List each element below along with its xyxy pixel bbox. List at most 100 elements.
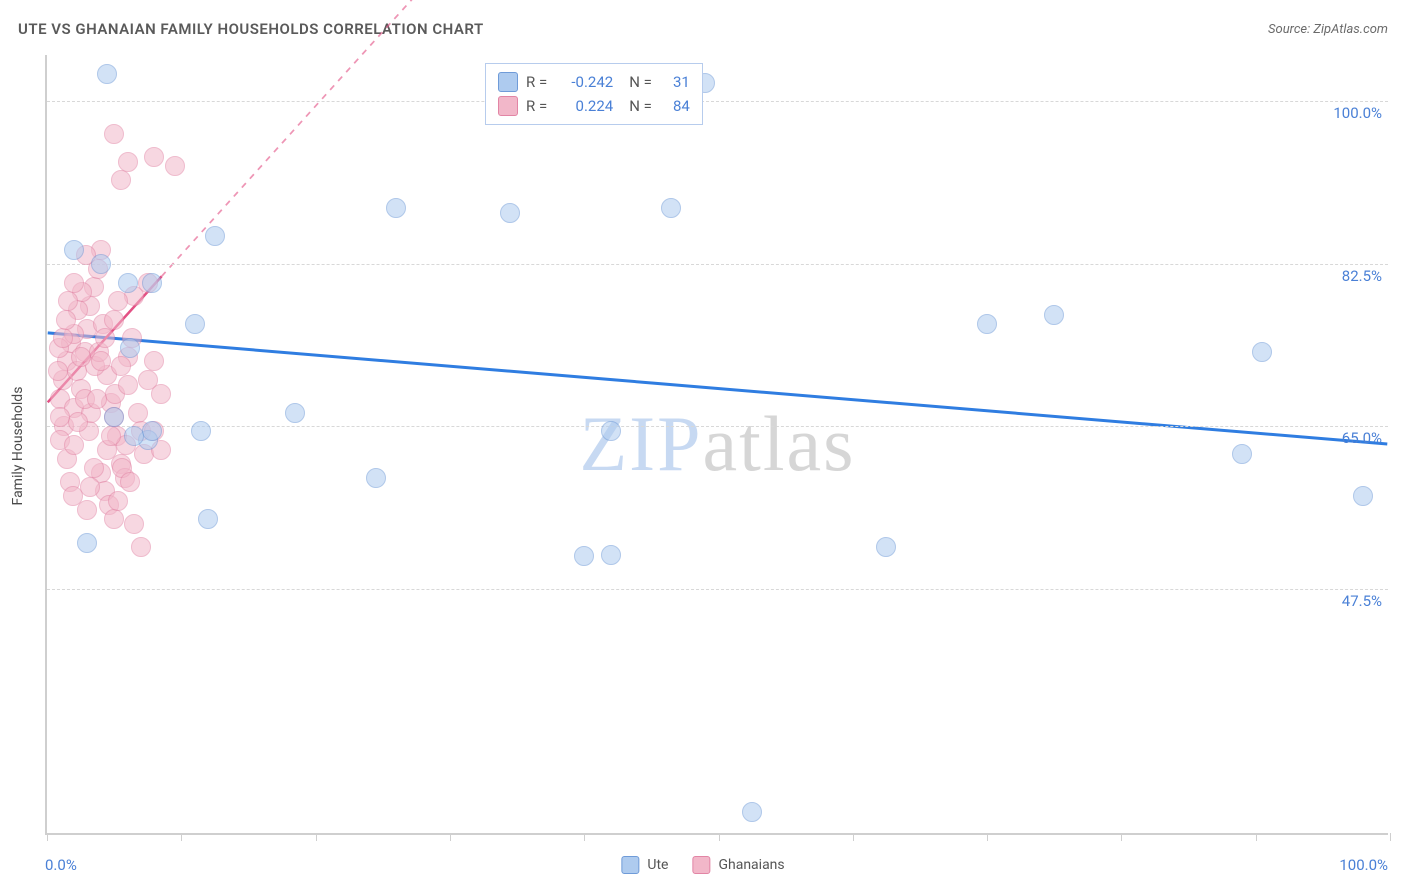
- x-tick: [181, 833, 182, 841]
- x-tick: [47, 833, 48, 841]
- source-label: Source: ZipAtlas.com: [1268, 22, 1388, 37]
- scatter-point: [165, 156, 185, 176]
- y-tick-label: 82.5%: [1342, 267, 1382, 285]
- legend-r-value: -0.242: [555, 73, 613, 91]
- scatter-point: [144, 351, 164, 371]
- scatter-point: [50, 407, 70, 427]
- scatter-point: [68, 412, 88, 432]
- x-axis-label-min: 0.0%: [45, 856, 77, 874]
- legend-n-value: 84: [660, 97, 690, 115]
- legend-item: Ghanaians: [692, 856, 784, 874]
- scatter-point: [742, 802, 762, 822]
- scatter-point: [661, 198, 681, 218]
- legend-swatch: [621, 856, 639, 874]
- x-tick: [316, 833, 317, 841]
- scatter-point: [1353, 486, 1373, 506]
- legend-r-value: 0.224: [555, 97, 613, 115]
- legend-stats: R =-0.242N =31R =0.224N =84: [485, 63, 703, 125]
- scatter-point: [191, 421, 211, 441]
- legend-swatch: [498, 72, 518, 92]
- x-tick: [987, 833, 988, 841]
- scatter-point: [118, 375, 138, 395]
- scatter-point: [111, 356, 131, 376]
- y-axis-title: Family Households: [10, 387, 26, 506]
- chart-title: UTE VS GHANAIAN FAMILY HOUSEHOLDS CORREL…: [18, 20, 484, 38]
- scatter-point: [120, 472, 140, 492]
- scatter-point: [198, 509, 218, 529]
- legend-r-label: R =: [526, 97, 547, 115]
- legend-swatch: [498, 96, 518, 116]
- legend-stats-row: R =0.224N =84: [498, 94, 690, 118]
- gridline-h: [47, 101, 1388, 102]
- scatter-point: [64, 435, 84, 455]
- scatter-point: [1232, 444, 1252, 464]
- x-tick: [450, 833, 451, 841]
- scatter-point: [118, 273, 138, 293]
- x-tick: [1121, 833, 1122, 841]
- scatter-point: [77, 500, 97, 520]
- scatter-point: [1044, 305, 1064, 325]
- scatter-point: [104, 509, 124, 529]
- legend-label: Ghanaians: [718, 857, 784, 873]
- scatter-point: [84, 458, 104, 478]
- scatter-point: [185, 314, 205, 334]
- legend-r-label: R =: [526, 73, 547, 91]
- scatter-point: [386, 198, 406, 218]
- scatter-point: [118, 152, 138, 172]
- scatter-point: [80, 477, 100, 497]
- legend-bottom: Ute Ghanaians: [621, 856, 784, 874]
- scatter-point: [142, 421, 162, 441]
- scatter-point: [101, 426, 121, 446]
- scatter-point: [144, 147, 164, 167]
- scatter-point: [111, 170, 131, 190]
- scatter-point: [366, 468, 386, 488]
- scatter-point: [56, 310, 76, 330]
- y-tick-label: 65.0%: [1342, 429, 1382, 447]
- scatter-point: [142, 273, 162, 293]
- scatter-point: [876, 537, 896, 557]
- scatter-point: [151, 384, 171, 404]
- gridline-h: [47, 426, 1388, 427]
- scatter-point: [104, 407, 124, 427]
- scatter-point: [104, 124, 124, 144]
- scatter-point: [285, 403, 305, 423]
- legend-label: Ute: [647, 857, 668, 873]
- scatter-point: [48, 361, 68, 381]
- x-tick: [584, 833, 585, 841]
- x-tick: [853, 833, 854, 841]
- scatter-point: [1252, 342, 1272, 362]
- legend-stats-row: R =-0.242N =31: [498, 70, 690, 94]
- scatter-point: [53, 328, 73, 348]
- plot-area: ZIPatlas 47.5%65.0%82.5%100.0%R =-0.242N…: [45, 55, 1388, 835]
- y-tick-label: 47.5%: [1342, 592, 1382, 610]
- scatter-point: [124, 514, 144, 534]
- gridline-h: [47, 264, 1388, 265]
- scatter-point: [97, 64, 117, 84]
- scatter-point: [58, 291, 78, 311]
- scatter-point: [104, 310, 124, 330]
- scatter-point: [500, 203, 520, 223]
- y-tick-label: 100.0%: [1333, 104, 1382, 122]
- legend-n-value: 31: [660, 73, 690, 91]
- scatter-point: [977, 314, 997, 334]
- x-axis-label-max: 100.0%: [1339, 856, 1388, 874]
- scatter-point: [601, 545, 621, 565]
- chart-container: UTE VS GHANAIAN FAMILY HOUSEHOLDS CORREL…: [0, 0, 1406, 892]
- scatter-point: [124, 426, 144, 446]
- x-tick: [1390, 833, 1391, 841]
- scatter-point: [205, 226, 225, 246]
- scatter-point: [108, 491, 128, 511]
- scatter-point: [574, 546, 594, 566]
- scatter-point: [108, 291, 128, 311]
- scatter-point: [601, 421, 621, 441]
- legend-item: Ute: [621, 856, 668, 874]
- scatter-point: [64, 273, 84, 293]
- x-tick: [1256, 833, 1257, 841]
- scatter-point: [64, 240, 84, 260]
- scatter-point: [77, 533, 97, 553]
- scatter-point: [120, 338, 140, 358]
- gridline-h: [47, 589, 1388, 590]
- trend-lines-svg: [47, 55, 1388, 833]
- scatter-point: [95, 328, 115, 348]
- legend-swatch: [692, 856, 710, 874]
